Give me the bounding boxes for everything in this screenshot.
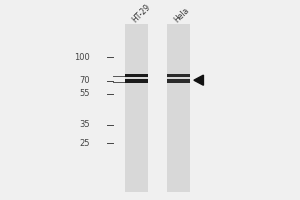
Text: 55: 55 bbox=[80, 89, 90, 98]
Text: Hela: Hela bbox=[172, 6, 191, 25]
Text: 70: 70 bbox=[80, 76, 90, 85]
Text: 100: 100 bbox=[74, 53, 90, 62]
Bar bbox=[167, 24, 190, 192]
Text: 35: 35 bbox=[80, 120, 90, 129]
Text: HT-29: HT-29 bbox=[130, 3, 152, 25]
Bar bbox=[125, 24, 148, 192]
Bar bbox=[167, 79, 190, 83]
Text: 25: 25 bbox=[80, 139, 90, 148]
Bar bbox=[125, 74, 148, 77]
Bar bbox=[167, 74, 190, 77]
Bar bbox=[125, 79, 148, 83]
Polygon shape bbox=[194, 75, 203, 85]
